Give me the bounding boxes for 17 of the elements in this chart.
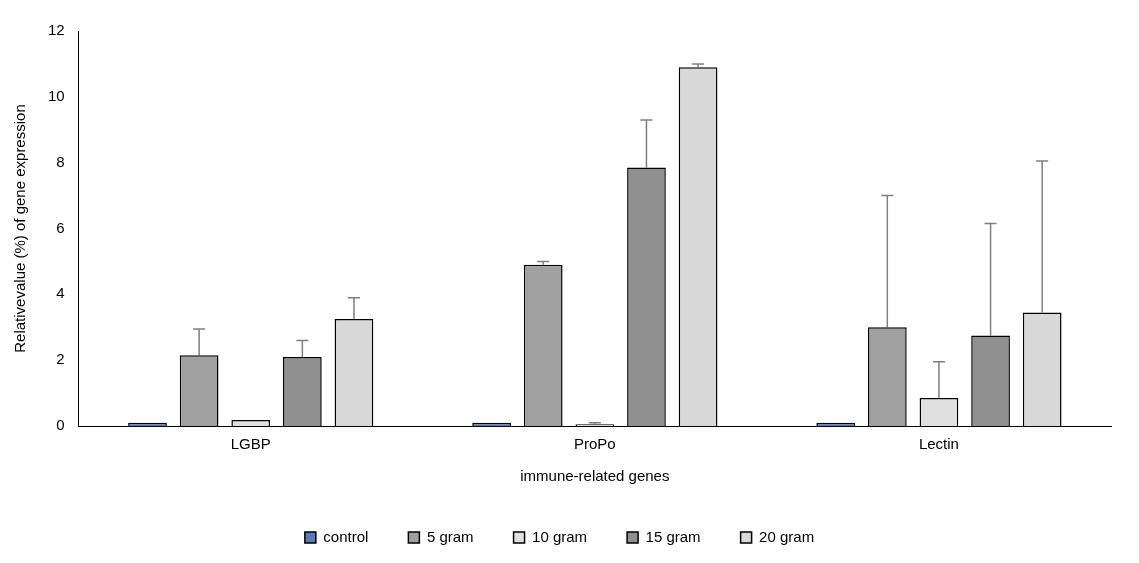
y-tick-label: 12 <box>48 21 65 39</box>
x-axis-title: immune-related genes <box>520 467 670 485</box>
x-tick-label: ProPo <box>573 435 616 453</box>
y-tick-label: 4 <box>56 284 65 302</box>
legend-label: 10 gram <box>532 527 588 545</box>
x-tick-label: Lectin <box>918 435 959 453</box>
legend-label: 20 gram <box>759 527 815 545</box>
y-tick-label: 2 <box>56 350 65 368</box>
y-tick-label: 0 <box>56 416 65 434</box>
y-tick-label: 10 <box>48 86 65 104</box>
y-tick-label: 8 <box>56 152 65 170</box>
legend-label: 5 gram <box>426 527 474 545</box>
legend-label: 15 gram <box>645 527 701 545</box>
y-tick-label: 6 <box>56 218 65 236</box>
legend-label: control <box>323 527 369 545</box>
x-tick-label: LGBP <box>230 435 271 453</box>
y-axis-title: Relativevalue (%) of gene expression <box>11 104 29 353</box>
